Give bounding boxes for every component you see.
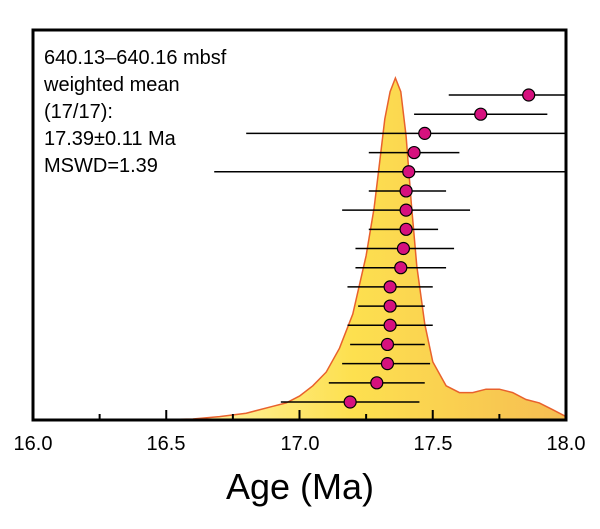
data-point <box>399 203 413 217</box>
data-point <box>522 88 536 102</box>
x-axis-ticks <box>32 410 567 420</box>
x-tick-label: 18.0 <box>547 433 586 455</box>
x-tick-label: 17.5 <box>414 433 453 455</box>
data-point <box>383 318 397 332</box>
data-point <box>402 165 416 179</box>
data-points-layer <box>343 88 536 409</box>
annotation-line-4: 17.39±0.11 Ma <box>44 128 177 150</box>
data-point <box>399 222 413 236</box>
probability-density-curve <box>139 75 566 420</box>
data-point <box>394 261 408 275</box>
data-point <box>380 337 395 352</box>
data-point <box>418 126 432 140</box>
probability-curve-layer <box>139 75 566 420</box>
annotation-line-3: (17/17): <box>44 101 113 123</box>
annotation-line-5: MSWD=1.39 <box>44 155 158 177</box>
data-point <box>383 299 397 313</box>
data-point <box>407 145 421 160</box>
data-point <box>399 184 413 198</box>
annotation-line-1: 640.13–640.16 mbsf <box>44 47 227 69</box>
data-point <box>474 107 488 121</box>
x-tick-label: 16.5 <box>147 433 186 455</box>
x-tick-label: 17.0 <box>281 433 320 455</box>
x-tick-label: 16.0 <box>14 433 53 455</box>
data-point <box>343 395 357 409</box>
data-point <box>370 376 384 390</box>
annotation-line-2: weighted mean <box>43 74 180 96</box>
data-point <box>380 357 395 371</box>
x-tick-labels: 16.0 16.5 17.0 17.5 18.0 <box>14 433 586 455</box>
x-axis-title: Age (Ma) <box>226 466 374 507</box>
data-point <box>383 280 397 294</box>
data-point <box>396 241 411 256</box>
annotation-block: 640.13–640.16 mbsf weighted mean (17/17)… <box>43 47 227 177</box>
